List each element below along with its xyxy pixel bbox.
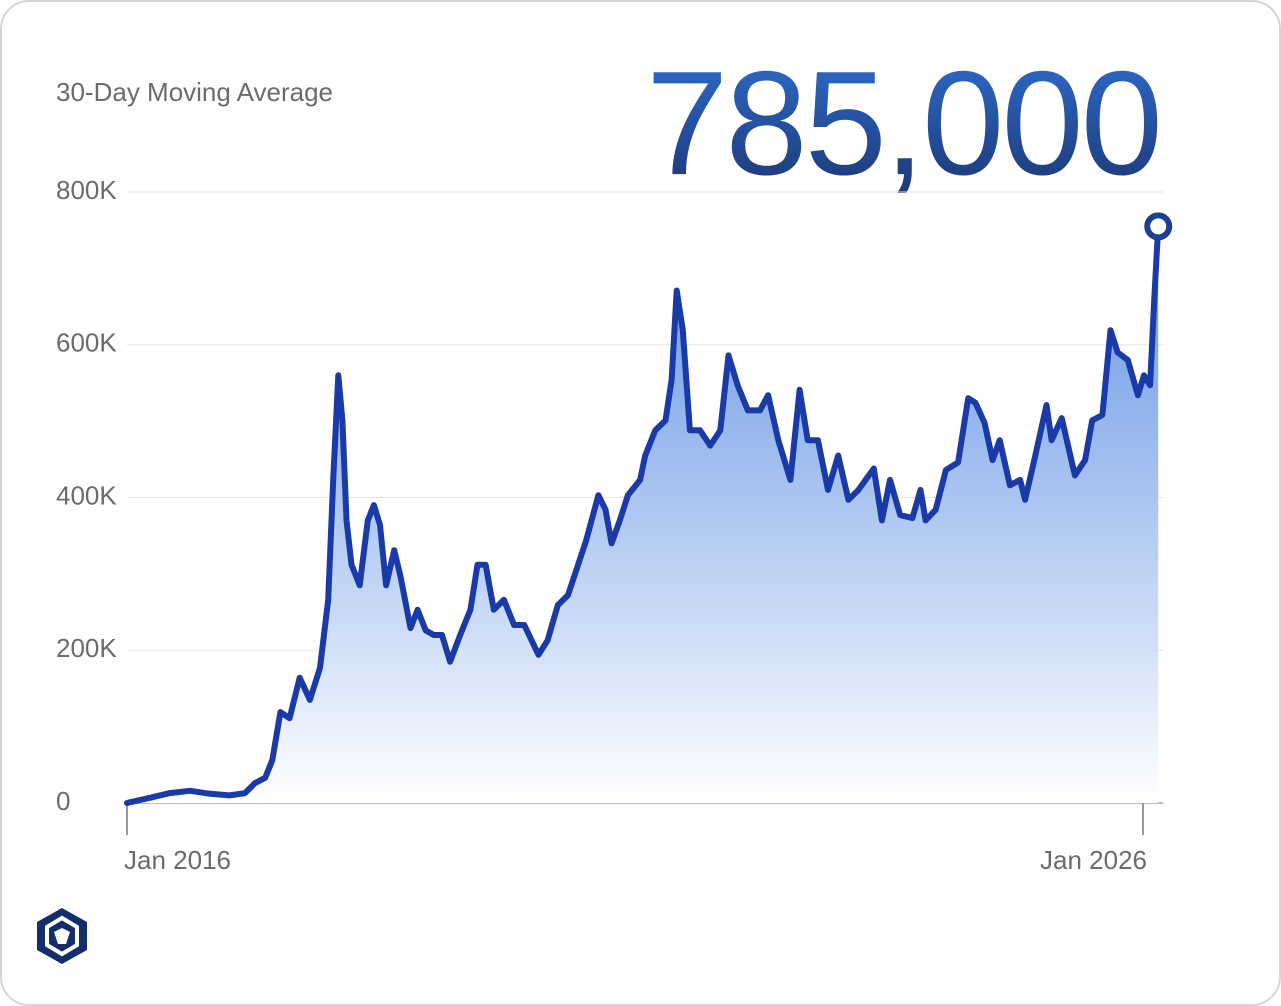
chart-title: 30-Day Moving Average <box>56 77 333 107</box>
end-point <box>1144 212 1173 241</box>
y-tick-label: 800K <box>56 175 117 205</box>
area <box>127 226 1159 803</box>
y-tick-label: 0 <box>56 786 70 816</box>
line <box>124 223 1162 806</box>
x-tick-label: Jan 2016 <box>124 845 231 875</box>
y-tick-label: 600K <box>56 328 117 358</box>
headline: 785,000 <box>646 41 1160 206</box>
y-tick-label: 200K <box>56 633 117 663</box>
y-tick-label: 400K <box>56 480 117 510</box>
x-tick-label: Jan 2026 <box>1040 845 1147 875</box>
logo <box>37 908 87 964</box>
